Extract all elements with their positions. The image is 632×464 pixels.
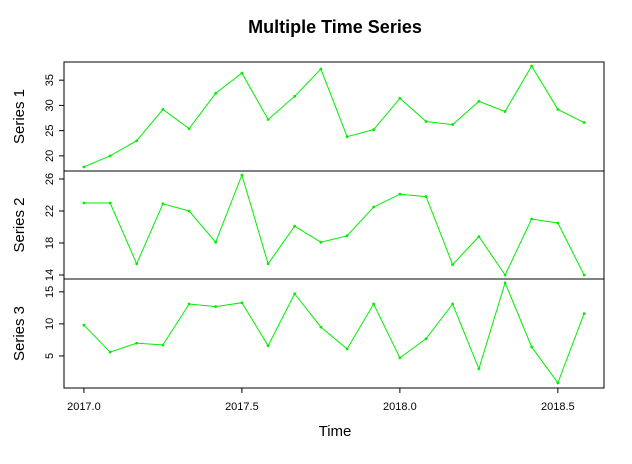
data-point <box>135 139 139 143</box>
data-point <box>503 110 507 113</box>
data-point <box>161 343 165 347</box>
data-point <box>503 281 507 285</box>
x-tick-label: 2018.5 <box>541 401 575 413</box>
x-axis-label: Time <box>319 423 352 440</box>
data-point <box>451 123 455 126</box>
data-point <box>293 292 297 296</box>
x-tick-label: 2017.0 <box>67 401 101 413</box>
data-point <box>582 121 586 124</box>
data-point <box>372 205 376 209</box>
data-point <box>240 301 244 305</box>
data-point <box>372 302 376 306</box>
data-point <box>556 108 560 111</box>
panel-frame <box>63 170 605 280</box>
data-point <box>451 302 455 306</box>
data-point <box>477 367 481 371</box>
series-line <box>83 173 585 277</box>
data-point <box>345 234 349 238</box>
data-point <box>266 262 270 266</box>
x-tick-label: 2018.0 <box>383 401 417 413</box>
data-point <box>398 356 402 360</box>
data-point <box>187 127 191 131</box>
data-point <box>319 240 323 244</box>
data-point <box>135 262 139 266</box>
y-tick-label: 18 <box>44 237 56 249</box>
data-point <box>556 381 560 385</box>
y-tick-label: 14 <box>44 269 56 281</box>
data-point <box>108 350 112 354</box>
y-tick-label: 15 <box>44 286 56 298</box>
chart-title: Multiple Time Series <box>248 17 422 37</box>
data-point <box>345 135 349 139</box>
data-point <box>398 192 402 196</box>
data-point <box>319 325 323 329</box>
data-point <box>345 347 349 351</box>
data-point <box>424 337 428 341</box>
data-point <box>293 224 297 228</box>
y-tick-label: 20 <box>44 150 56 162</box>
data-point <box>214 240 218 244</box>
data-point <box>530 64 534 68</box>
data-point <box>582 312 586 316</box>
data-point <box>477 235 481 239</box>
panel-frame <box>63 61 605 172</box>
data-point <box>240 71 244 75</box>
y-axis-label: Series 2 <box>11 197 28 252</box>
data-point <box>398 96 402 100</box>
data-point <box>582 273 586 277</box>
data-point <box>240 173 244 177</box>
data-point <box>82 165 86 169</box>
y-tick-label: 25 <box>44 125 56 137</box>
data-point <box>319 67 323 71</box>
y-tick-label: 26 <box>44 173 56 185</box>
data-point <box>187 302 191 306</box>
data-point <box>530 217 534 221</box>
y-tick-label: 35 <box>44 74 56 86</box>
data-point <box>293 94 297 98</box>
y-tick-label: 22 <box>44 205 56 217</box>
x-tick-label: 2017.5 <box>225 401 259 413</box>
y-tick-label: 10 <box>44 318 56 330</box>
panel-frame <box>63 278 605 389</box>
data-point <box>503 273 507 277</box>
data-point <box>187 209 191 213</box>
data-point <box>451 263 455 266</box>
data-point <box>424 195 428 199</box>
data-point <box>372 128 376 132</box>
data-point <box>161 108 165 111</box>
data-point <box>214 91 218 95</box>
data-point <box>266 344 270 348</box>
data-point <box>135 341 139 345</box>
y-axis-label: Series 3 <box>11 306 28 361</box>
data-point <box>82 323 86 327</box>
data-point <box>477 99 481 103</box>
data-point <box>266 118 270 121</box>
data-point <box>161 202 165 206</box>
y-tick-label: 30 <box>44 99 56 111</box>
data-point <box>82 201 86 205</box>
data-point <box>556 221 560 225</box>
y-tick-label: 5 <box>44 353 56 359</box>
data-point <box>530 345 534 349</box>
y-axis-label: Series 1 <box>11 89 28 144</box>
data-point <box>108 201 112 205</box>
data-point <box>108 154 112 158</box>
series-line <box>83 65 585 168</box>
series-line <box>83 281 585 384</box>
data-point <box>214 305 218 308</box>
data-point <box>424 120 428 123</box>
